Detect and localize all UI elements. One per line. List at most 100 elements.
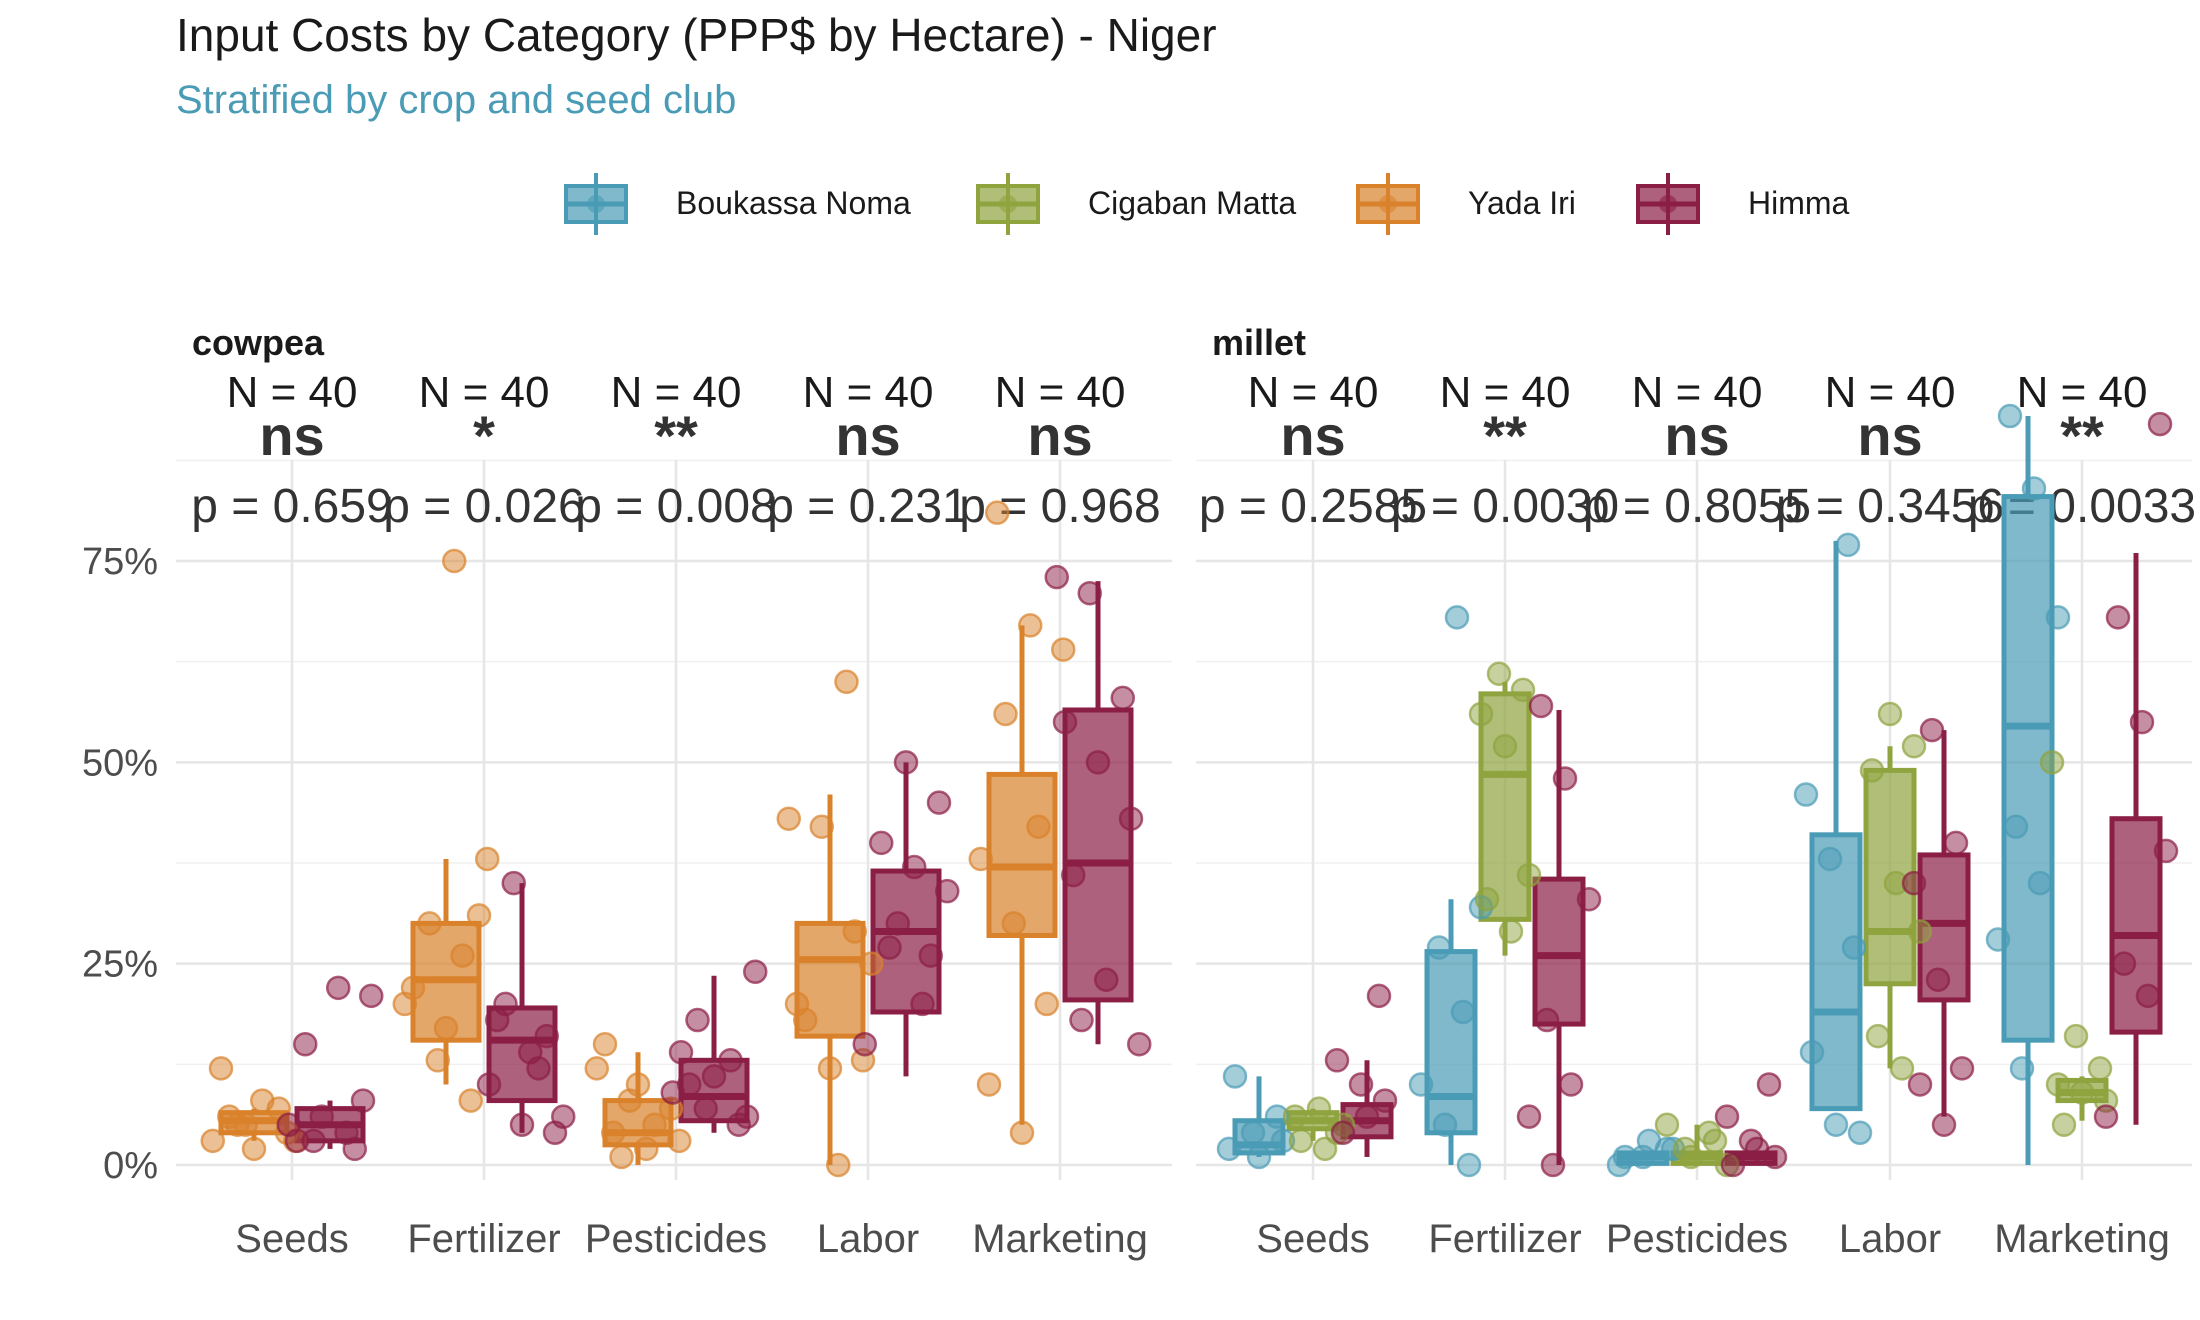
y-tick-label: 0% [103, 1145, 158, 1187]
data-point [1744, 1136, 1770, 1162]
y-tick-label: 75% [82, 541, 158, 583]
legend-item-boukassa-noma: Boukassa Noma [564, 173, 911, 235]
data-point [1516, 1104, 1542, 1129]
p-value-label: p = 0.026 [383, 480, 585, 533]
data-point [250, 1088, 275, 1113]
data-point [225, 1112, 250, 1137]
legend-key-point [1659, 195, 1677, 213]
data-point [1925, 967, 1951, 993]
data-point [743, 959, 768, 984]
data-point [475, 846, 500, 872]
data-point [501, 870, 526, 896]
data-point [601, 1120, 626, 1146]
legend-label: Boukassa Noma [676, 185, 911, 221]
data-point [2039, 750, 2065, 775]
significance-label: * [473, 404, 495, 467]
significance-label: ns [1857, 404, 1922, 467]
sample-size-label: N = 40 [803, 368, 934, 417]
data-point [2021, 476, 2047, 501]
box-body [1532, 876, 1586, 1027]
data-point [433, 1015, 459, 1041]
data-point [1702, 1128, 1728, 1154]
data-point [1612, 1144, 1638, 1170]
data-point [2009, 1056, 2035, 1081]
box-labor-cigaban-matta [1863, 746, 1917, 1069]
box-marketing-boukassa-noma [2001, 416, 2055, 1165]
data-point [1552, 766, 1578, 791]
data-point [1127, 1031, 1152, 1057]
data-point [425, 1048, 450, 1073]
data-point [2129, 709, 2155, 735]
data-point [1110, 685, 1135, 711]
data-point [1085, 750, 1111, 775]
data-point [1799, 1040, 1825, 1065]
data-point [1859, 758, 1885, 783]
data-point [1841, 935, 1867, 960]
data-point [551, 1104, 576, 1129]
sample-size-label: N = 40 [1440, 368, 1571, 417]
data-point [1408, 1072, 1434, 1097]
x-tick-label: Seeds [235, 1217, 348, 1261]
data-point [877, 935, 902, 960]
p-value-label: p = 0.8055 [1583, 480, 1811, 533]
data-point [1312, 1136, 1338, 1162]
data-point [1118, 806, 1144, 831]
data-point [1306, 1096, 1332, 1121]
data-point [592, 1031, 618, 1057]
legend-label: Cigaban Matta [1088, 185, 1296, 221]
data-point [1877, 701, 1903, 727]
data-point [1018, 613, 1043, 638]
y-tick-label: 25% [82, 944, 158, 986]
data-point [1288, 1128, 1314, 1154]
data-point [968, 846, 993, 872]
data-point [1486, 661, 1512, 686]
panel-strip-label: millet [1212, 322, 1306, 363]
data-point [985, 500, 1010, 525]
chart-title: Input Costs by Category (PPP$ by Hectare… [176, 9, 1217, 61]
data-point [976, 1072, 1002, 1097]
significance-label: ** [654, 404, 698, 467]
x-tick-label: Marketing [972, 1217, 1148, 1261]
data-point [1985, 927, 2011, 952]
sample-size-label: N = 40 [1632, 368, 1763, 417]
data-point [1450, 999, 1476, 1025]
data-point [667, 1128, 692, 1154]
legend-label: Yada Iri [1468, 185, 1576, 221]
data-point [902, 854, 927, 880]
sample-size-label: N = 40 [227, 368, 358, 417]
data-point [1907, 1072, 1933, 1097]
data-point [1714, 1104, 1740, 1129]
data-point [685, 1007, 710, 1033]
data-point [1901, 733, 1927, 759]
data-point [442, 548, 467, 574]
legend-key-point [587, 195, 605, 213]
data-point [2135, 983, 2161, 1009]
data-point [918, 943, 943, 968]
box-marketing-yada-iri [986, 625, 1058, 1125]
data-point [617, 1088, 642, 1113]
sample-size-label: N = 40 [995, 368, 1126, 417]
p-value-label: p = 0.0030 [1391, 480, 1619, 533]
data-point [1001, 911, 1026, 936]
data-point [417, 911, 442, 936]
x-tick-label: Fertilizer [407, 1217, 560, 1261]
data-point [1432, 1112, 1458, 1137]
data-point [1348, 1072, 1374, 1097]
data-point [1456, 1152, 1482, 1178]
data-point [208, 1056, 234, 1081]
legend-key-point [1379, 195, 1397, 213]
data-point [1823, 1112, 1849, 1137]
data-point [1997, 403, 2023, 429]
data-point [734, 1104, 760, 1129]
data-point [1052, 709, 1078, 735]
data-point [1678, 1144, 1704, 1170]
data-point [926, 790, 952, 815]
data-point [1044, 564, 1069, 590]
x-tick-label: Labor [817, 1217, 919, 1261]
sample-size-label: N = 40 [419, 368, 550, 417]
data-point [1534, 1007, 1560, 1033]
significance-label: ns [259, 404, 324, 467]
